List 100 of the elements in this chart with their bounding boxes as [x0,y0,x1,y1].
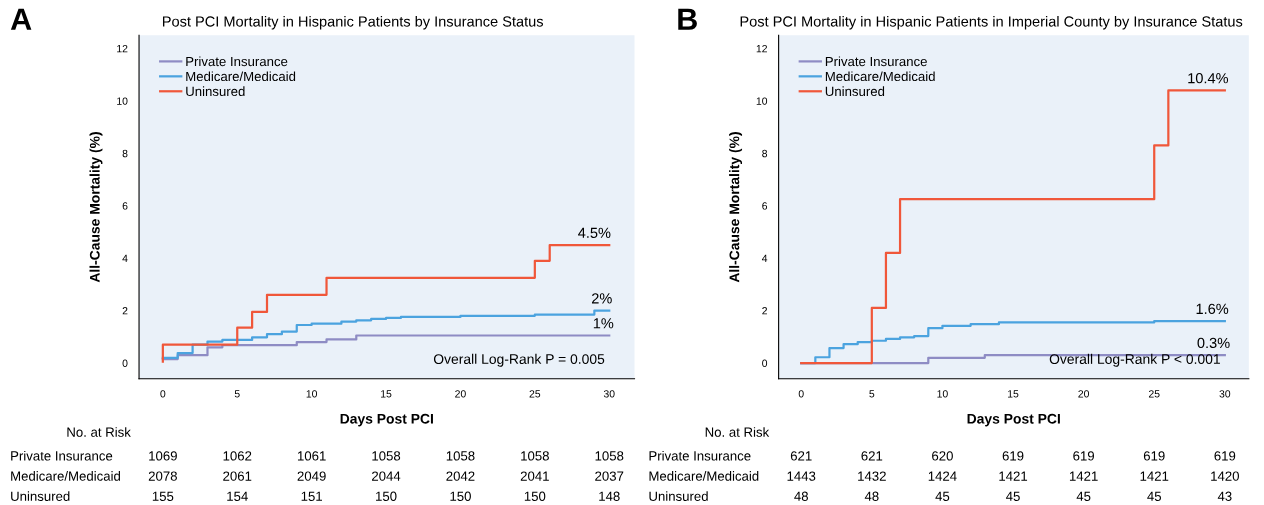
text: 1058 [521,451,549,461]
x-tick-label: 0 [798,390,804,398]
text: 1421 [999,471,1028,481]
x-tick-label: 15 [381,390,392,398]
text: 43 [1217,491,1232,501]
text: 1062 [223,451,252,461]
x-tick-label: 5 [869,390,875,398]
y-tick-label: 6 [122,202,128,210]
x-tick-label: 20 [1078,390,1090,398]
text: 1421 [1069,471,1098,481]
x-tick-label: 10 [306,390,318,398]
text: 619 [1073,451,1095,461]
text: No. at Risk [67,427,131,437]
y-tick-label: 0 [762,359,768,367]
text: 45 [1147,491,1162,501]
y-tick-label: 4 [122,254,128,262]
x-tick-label: 10 [937,390,948,398]
text: A [10,8,32,30]
text: 154 [227,491,248,501]
text: 1058 [595,451,624,461]
annotation: 1% [593,318,614,329]
chart-title: Post PCI Mortality in Hispanic Patients by Insurance Status [162,15,544,30]
text: 619 [1002,451,1024,461]
x-tick-label: 25 [1148,390,1160,398]
text: 48 [794,491,808,501]
legend-label: Medicare/Medicaid [825,71,935,82]
x-tick-label: 0 [160,390,166,398]
text: 619 [1143,451,1165,461]
x-tick-label: 30 [1219,390,1231,398]
text: 2061 [223,471,252,481]
legend-label: Private Insurance [825,56,927,67]
x-tick-label: 20 [455,390,466,398]
text: 1069 [149,451,177,461]
text: 1061 [297,451,326,461]
text: 155 [152,491,174,501]
annotation: 1.6% [1196,303,1229,315]
text: 2044 [372,471,401,481]
text: 45 [1005,491,1020,501]
text: 45 [935,491,950,501]
y-tick-label: 12 [756,44,767,53]
text: 1058 [446,451,475,461]
y-tick-label: 12 [117,44,128,53]
y-tick-label: 8 [762,149,768,158]
text: 1058 [372,451,401,461]
y-tick-label: 10 [117,97,128,105]
y-tick-label: 10 [756,97,768,105]
text: Uninsured [649,491,708,501]
legend-label: Medicare/Medicaid [186,71,296,82]
text: 45 [1076,491,1091,501]
x-axis-title: Days Post PCI [967,413,1060,427]
y-tick-label: 2 [762,307,767,315]
text: B [678,8,697,30]
annotation: 2% [591,293,612,304]
text: 2041 [520,471,549,481]
text: Uninsured [11,491,70,501]
text: No. at Risk [705,427,770,437]
text: 151 [301,491,323,501]
text: 1421 [1140,471,1169,481]
text: 1420 [1211,471,1239,481]
x-tick-label: 25 [529,390,541,398]
text: 621 [790,451,812,461]
y-tick-label: 6 [762,202,768,210]
text: 1424 [928,471,957,481]
annotation: Overall Log-Rank P < 0.001 [1049,353,1220,367]
text: 2042 [446,471,475,481]
text: Medicare/Medicaid [11,471,120,481]
text: Private Insurance [11,450,113,461]
text: 2078 [148,471,177,481]
legend-label: Private Insurance [186,56,288,67]
text: 150 [450,491,471,501]
text: 621 [861,451,883,461]
text: 2037 [595,471,624,481]
annotation: Overall Log-Rank P = 0.005 [433,353,605,367]
x-axis-title: Days Post PCI [340,413,433,427]
y-tick-label: 4 [761,254,768,262]
text: 620 [932,451,953,461]
text: 2049 [297,471,326,481]
text: 150 [524,491,546,501]
text: Private Insurance [649,450,751,461]
text: 1443 [787,471,816,481]
legend-label: Uninsured [825,86,885,97]
y-axis-title: All-Cause Mortality (%) [89,132,103,283]
chart-title: Post PCI Mortality in Hispanic Patients in Imperial County by Insurance Status [740,15,1243,30]
y-tick-label: 0 [122,359,128,367]
annotation: 0.3% [1197,337,1230,349]
annotation: 4.5% [578,227,611,239]
x-tick-label: 15 [1008,390,1019,398]
annotation: 10.4% [1188,73,1229,84]
legend-label: Uninsured [186,86,245,97]
text: 1432 [858,471,886,481]
text: 150 [376,491,397,501]
text: 148 [599,491,620,501]
text: 619 [1214,451,1236,461]
text: Medicare/Medicaid [649,471,759,481]
y-tick-label: 2 [122,307,128,315]
x-tick-label: 5 [234,390,240,398]
x-tick-label: 30 [603,390,615,398]
text: 48 [864,491,879,501]
y-tick-label: 8 [122,149,128,158]
y-axis-title: All-Cause Mortality (%) [729,132,743,283]
